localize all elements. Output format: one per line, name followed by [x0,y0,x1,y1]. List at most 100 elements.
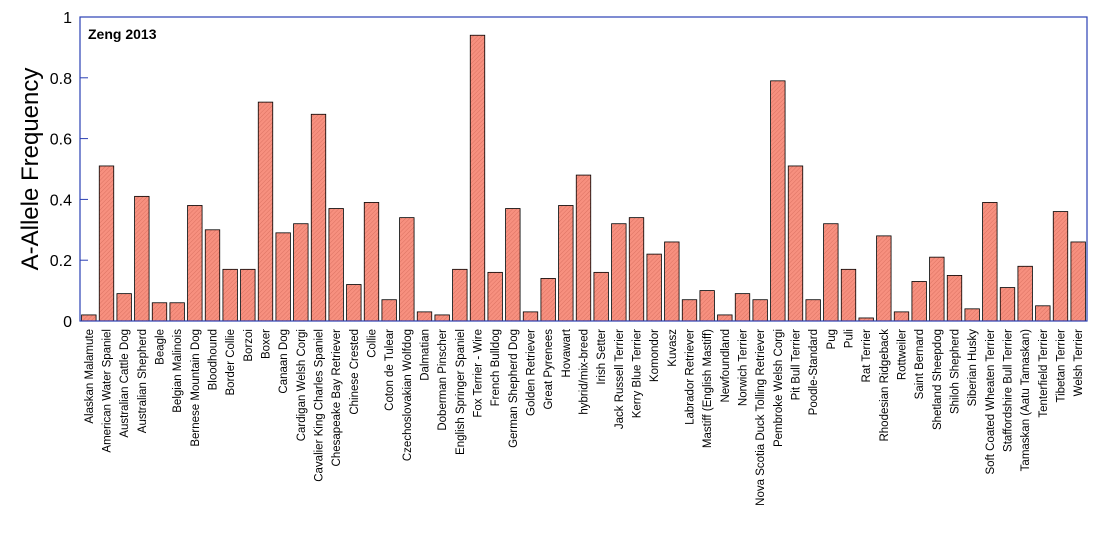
bar [151,302,168,322]
bar [381,299,397,322]
x-tick-label: English Springer Spaniel [455,329,467,455]
x-tick-label: Golden Retriever [526,329,538,416]
bar [328,208,344,322]
bar [434,314,450,322]
x-tick-label: Chesapeake Bay Retriever [331,329,343,467]
bar [840,268,857,322]
y-tick-label: 0.8 [50,71,72,88]
x-tick-label: Pit Bull Terrier [791,329,803,401]
x-tick-label: Pug [826,329,838,349]
x-axis-labels: Alaskan Malamute American Water Spaniel Au… [84,328,1085,506]
x-tick-label: Border Collie [225,329,237,395]
x-tick-label: Bernese Mountain Dog [190,329,202,447]
bar [646,253,662,322]
bar [487,271,503,322]
x-tick-label: Rat Terrier [861,329,873,383]
y-tick-label: 0.2 [50,253,72,270]
bar [310,113,327,322]
bar [593,271,609,322]
x-tick-label: Hovawart [561,328,573,377]
bar [363,202,380,322]
x-tick-label: Komondor [649,329,661,382]
x-tick-label: German Shepherd Dog [508,329,520,448]
bar [664,241,680,322]
x-tick-label: Poodle-Standard [808,329,820,415]
bar [81,314,97,322]
plot-frame [79,16,1088,322]
x-tick-label: Coton de Tulear [384,329,396,411]
bar [469,34,486,322]
y-tick-label: 0.4 [50,192,72,209]
bar [699,290,715,322]
bars-group [81,34,1086,322]
bar [681,299,698,322]
x-tick-label: Cardigan Welsh Corgi [296,329,308,441]
x-tick-label: Welsh Terrier [1073,329,1085,396]
bar [134,195,150,322]
bar [522,311,539,322]
bar [452,268,468,322]
bar [611,223,627,322]
x-tick-label: Collie [367,329,379,358]
x-tick-label: Fox Terrier - Wire [473,329,485,418]
bar [929,256,945,322]
y-tick-label: 1 [63,10,72,27]
bar [257,101,274,322]
x-tick-label: Chinese Crested [349,329,361,415]
x-tick-label: Pembroke Welsh Corgi [773,329,785,447]
x-tick-label: Norwich Terrier [738,329,750,406]
bar [399,217,415,322]
bar [1017,265,1033,322]
x-tick-label: Cavalier King Charles Spaniel [314,329,326,482]
x-tick-label: Kerry Blue Terrier [632,329,644,418]
bar [222,268,238,322]
x-tick-label: Beagle [155,329,167,365]
x-tick-label: American Water Spaniel [102,329,114,453]
bar [293,223,309,322]
x-tick-label: Shiloh Shepherd [950,329,962,414]
bar [787,165,804,322]
bar [628,217,645,322]
x-tick-label: Staffordshire Bull Terrier [1003,329,1015,452]
x-tick-label: Newfoundland [720,329,732,403]
bar [204,229,221,322]
x-tick-label: Mastiff (English Mastiff) [702,329,714,448]
bar [770,80,786,322]
bar [964,308,980,322]
x-tick-label: Siberian Husky [967,329,979,407]
x-tick-label: Puli [844,329,856,348]
x-tick-label: Canaan Dog [278,329,290,394]
chart-annotation: Zeng 2013 [88,26,157,42]
x-tick-label: Bloodhound [208,329,220,390]
x-tick-label: Belgian Malinois [172,329,184,413]
x-tick-label: Saint Bernard [914,329,926,399]
bar [540,278,556,322]
bar [734,293,751,322]
bar [805,299,821,322]
bar [823,223,839,322]
bar [1070,241,1086,322]
x-tick-label: Borzoi [243,329,255,362]
bar [240,268,256,322]
y-axis-ticks: 0 0.2 0.4 0.6 0.8 1 [50,10,88,331]
bar [1035,305,1051,322]
x-tick-label: Kuvasz [667,329,679,367]
x-tick-label: hybrid/mix-breed [579,329,591,415]
bar [558,205,574,322]
bar [982,202,998,322]
bar [416,311,433,322]
bar [187,205,203,322]
bar [893,311,910,322]
x-tick-label: Tenterfield Terrier [1038,329,1050,418]
bar [876,235,892,322]
bar [275,232,291,322]
x-tick-label: Rottweiler [897,329,909,380]
bar [169,302,185,322]
x-tick-label: Tibetan Terrier [1056,329,1068,403]
x-tick-label: Great Pyrenees [543,329,555,410]
bar [575,174,592,322]
x-tick-label: Australian Cattle Dog [119,329,131,438]
x-tick-label: Rhodesian Ridgeback [879,329,891,442]
x-tick-label: Labrador Retriever [685,329,697,425]
